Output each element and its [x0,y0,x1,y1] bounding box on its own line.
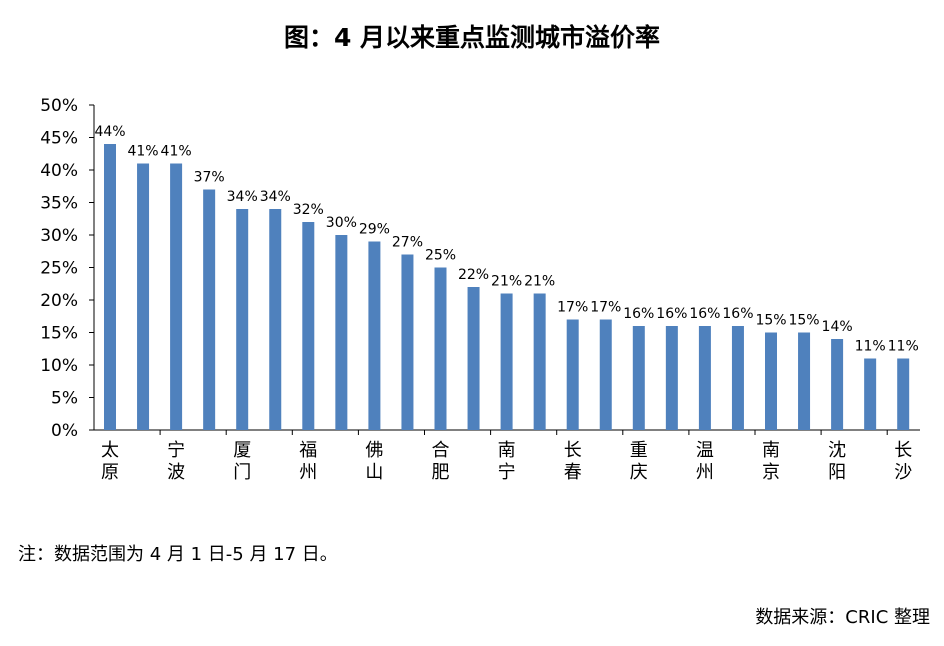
data-label: 16% [722,306,753,322]
bar [500,293,513,430]
y-tick-label: 25% [40,259,78,279]
y-tick-label: 15% [40,324,78,344]
bar [137,163,150,430]
bar [401,254,414,430]
bar [831,339,844,430]
data-label: 25% [425,248,456,264]
y-tick-label: 45% [40,129,78,149]
chart-title: 图：4 月以来重点监测城市溢价率 [283,23,661,52]
x-tick-label: 南宁 [498,440,516,483]
y-tick-label: 50% [40,96,78,116]
data-label: 17% [557,300,588,316]
data-label: 14% [822,319,853,335]
data-label: 29% [359,222,390,238]
y-tick-label: 30% [40,226,78,246]
bar [698,326,711,430]
data-label: 44% [94,124,125,140]
x-tick-label: 温州 [696,440,714,483]
x-tick-label: 厦门 [233,440,251,483]
data-label: 37% [194,170,225,186]
data-label: 15% [788,313,819,329]
data-label: 16% [623,306,654,322]
data-label: 41% [127,144,158,160]
x-tick-label: 太原 [101,440,119,483]
bar [665,326,678,430]
data-label: 21% [491,274,522,290]
bar [236,209,249,430]
y-tick-label: 20% [40,291,78,311]
data-label: 22% [458,267,489,283]
data-source: 数据来源：CRIC 整理 [755,607,930,628]
x-tick-label: 佛山 [365,440,383,483]
chart-note: 注：数据范围为 4 月 1 日-5 月 17 日。 [18,544,338,565]
bar [897,358,910,430]
data-label: 11% [855,339,886,355]
x-tick-label: 合肥 [432,440,450,483]
y-tick-label: 10% [40,356,78,376]
data-label: 17% [590,300,621,316]
bar [335,235,348,430]
data-label: 15% [755,313,786,329]
data-label: 32% [293,202,324,218]
bar [170,163,183,430]
x-tick-label: 长沙 [894,440,912,483]
data-label: 11% [888,339,919,355]
bar [533,293,546,430]
x-tick-label: 宁波 [167,440,185,483]
data-label: 34% [227,189,258,205]
x-tick-label: 福州 [299,440,317,483]
bar [467,287,480,430]
bar [632,326,645,430]
data-label: 30% [326,215,357,231]
bar [566,319,579,430]
bar [731,326,744,430]
y-tick-label: 0% [51,421,78,441]
x-tick-label: 沈阳 [828,440,846,483]
bar [864,358,877,430]
data-label: 27% [392,235,423,251]
y-tick-label: 35% [40,194,78,214]
bar [434,267,447,430]
bar [269,209,282,430]
x-tick-label: 重庆 [630,440,648,483]
bar [798,332,811,430]
bar [368,241,381,430]
data-label: 16% [689,306,720,322]
data-label: 16% [656,306,687,322]
bar [203,189,216,430]
x-tick-label: 长春 [564,440,582,483]
data-label: 41% [161,144,192,160]
x-tick-label: 南京 [762,440,780,483]
data-label: 34% [260,189,291,205]
y-tick-label: 5% [51,389,78,409]
bar [599,319,612,430]
data-label: 21% [524,274,555,290]
y-tick-label: 40% [40,161,78,181]
bar [302,222,315,430]
bar [104,144,116,430]
bar [765,332,777,430]
